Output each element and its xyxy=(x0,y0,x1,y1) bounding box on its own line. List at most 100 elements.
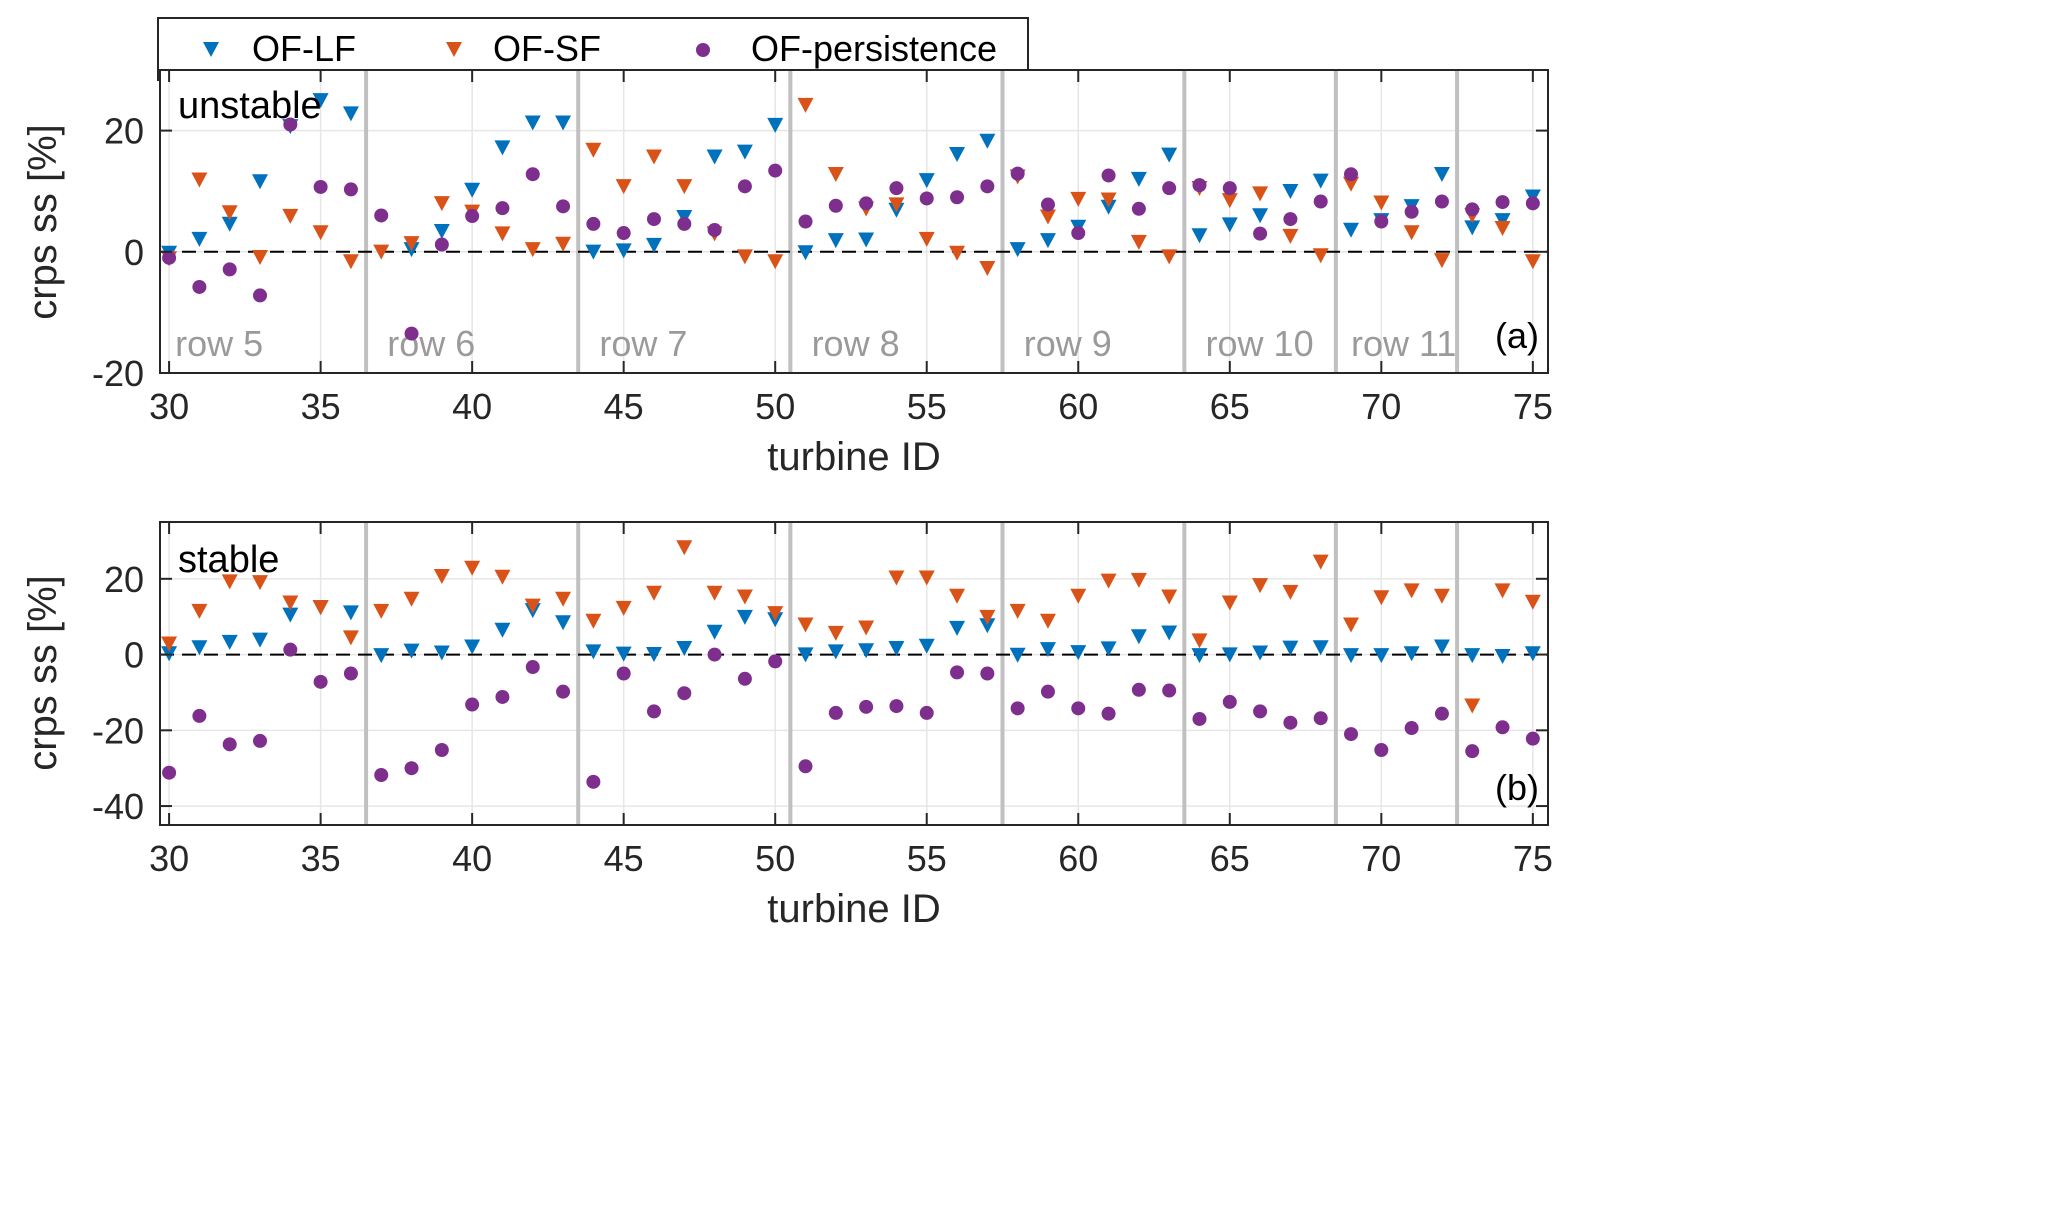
data-point-of-sf xyxy=(676,179,693,195)
data-point-of-sf xyxy=(615,600,632,616)
data-point-of-lf xyxy=(1221,217,1238,233)
x-tick-label: 50 xyxy=(755,838,795,879)
plot-area xyxy=(160,70,1548,373)
data-point-of-persistence xyxy=(859,699,874,714)
data-point-of-lf xyxy=(191,640,208,656)
data-point-of-persistence xyxy=(646,704,661,719)
data-point-of-lf xyxy=(1312,640,1329,656)
panel-label: (a) xyxy=(1495,315,1539,356)
data-point-of-sf xyxy=(464,560,481,576)
data-point-of-sf xyxy=(524,242,541,258)
data-point-of-sf xyxy=(433,569,450,585)
data-point-of-sf xyxy=(555,236,572,252)
data-point-of-lf xyxy=(555,115,572,131)
data-point-of-lf xyxy=(858,232,875,248)
data-point-of-sf xyxy=(858,620,875,636)
legend-label-persistence: OF-persistence xyxy=(751,28,997,69)
data-point-of-persistence xyxy=(707,222,722,237)
x-tick-label: 50 xyxy=(755,386,795,427)
data-point-of-sf xyxy=(949,245,966,261)
data-point-of-lf xyxy=(433,645,450,661)
row-label: row 5 xyxy=(175,323,263,364)
data-point-of-persistence xyxy=(313,179,328,194)
data-point-of-persistence xyxy=(646,212,661,227)
data-point-of-persistence xyxy=(859,196,874,211)
data-point-of-sf xyxy=(1161,589,1178,605)
data-point-of-persistence xyxy=(525,167,540,182)
data-point-of-sf xyxy=(191,172,208,188)
data-point-of-persistence xyxy=(1131,201,1146,216)
data-point-of-sf xyxy=(1252,186,1269,202)
data-point-of-lf xyxy=(494,622,511,638)
data-point-of-sf xyxy=(1494,583,1511,599)
data-point-of-lf xyxy=(1433,167,1450,183)
data-point-of-lf xyxy=(464,639,481,655)
regime-label: stable xyxy=(178,539,279,581)
data-point-of-persistence xyxy=(828,705,843,720)
data-point-of-sf xyxy=(1343,617,1360,633)
data-point-of-lf xyxy=(1403,646,1420,662)
data-point-of-sf xyxy=(161,636,178,652)
data-point-of-persistence xyxy=(1344,167,1359,182)
data-point-of-persistence xyxy=(919,705,934,720)
x-tick-label: 35 xyxy=(301,838,341,879)
x-tick-label: 75 xyxy=(1513,838,1553,879)
data-point-of-lf xyxy=(585,244,602,260)
legend-entry-lf: OF-LF xyxy=(203,28,356,69)
data-point-of-sf xyxy=(1221,193,1238,209)
data-point-of-lf xyxy=(464,182,481,198)
axes-frame xyxy=(159,521,1549,826)
data-point-of-persistence xyxy=(162,765,177,780)
data-point-of-sf xyxy=(282,595,299,611)
data-point-of-sf xyxy=(1039,209,1056,225)
data-point-of-lf xyxy=(979,133,996,149)
data-point-of-lf xyxy=(373,648,390,664)
data-point-of-sf xyxy=(312,600,329,616)
x-tick-label: 30 xyxy=(149,386,189,427)
data-point-of-sf xyxy=(524,598,541,614)
data-point-of-sf xyxy=(706,585,723,601)
row-label: row 11 xyxy=(1351,323,1456,364)
data-point-of-sf xyxy=(1130,234,1147,250)
data-point-of-persistence xyxy=(1525,196,1540,211)
data-point-of-persistence xyxy=(434,237,449,252)
data-point-of-persistence xyxy=(343,666,358,681)
regime-label: unstable xyxy=(178,85,322,127)
data-point-of-persistence xyxy=(1313,711,1328,726)
data-point-of-persistence xyxy=(1434,706,1449,721)
data-point-of-persistence xyxy=(616,666,631,681)
data-point-of-persistence xyxy=(313,674,328,689)
data-point-of-lf xyxy=(706,624,723,640)
data-point-of-lf xyxy=(1130,629,1147,645)
legend-entry-persistence: OF-persistence xyxy=(696,28,997,69)
y-axis-label: crps ss [%] xyxy=(21,575,65,771)
data-point-of-lf xyxy=(858,643,875,659)
data-point-of-lf xyxy=(342,605,359,621)
data-point-of-lf xyxy=(252,632,269,648)
data-point-of-lf xyxy=(494,140,511,156)
data-point-of-sf xyxy=(1343,176,1360,192)
row-label: row 6 xyxy=(387,323,475,364)
data-point-of-persistence xyxy=(495,201,510,216)
data-point-of-sf xyxy=(1070,588,1087,604)
legend-marker-persistence xyxy=(696,43,710,57)
data-point-of-lf xyxy=(1252,645,1269,661)
data-point-of-persistence xyxy=(1010,701,1025,716)
data-point-of-lf xyxy=(342,106,359,122)
row-label: row 7 xyxy=(599,323,687,364)
data-point-of-sf xyxy=(1039,613,1056,629)
data-point-of-sf xyxy=(1161,249,1178,265)
data-point-of-persistence xyxy=(404,761,419,776)
data-point-of-sf xyxy=(1373,195,1390,211)
data-point-of-sf xyxy=(1282,584,1299,600)
x-tick-label: 60 xyxy=(1058,838,1098,879)
data-point-of-lf xyxy=(706,149,723,165)
x-tick-label: 45 xyxy=(604,386,644,427)
x-tick-label: 65 xyxy=(1210,838,1250,879)
data-point-of-persistence xyxy=(465,209,480,224)
data-point-of-lf xyxy=(282,607,299,623)
data-point-of-lf xyxy=(1282,640,1299,656)
data-point-of-persistence xyxy=(1162,181,1177,196)
legend-label-sf: OF-SF xyxy=(493,28,601,69)
y-axis-label: crps ss [%] xyxy=(21,124,65,320)
